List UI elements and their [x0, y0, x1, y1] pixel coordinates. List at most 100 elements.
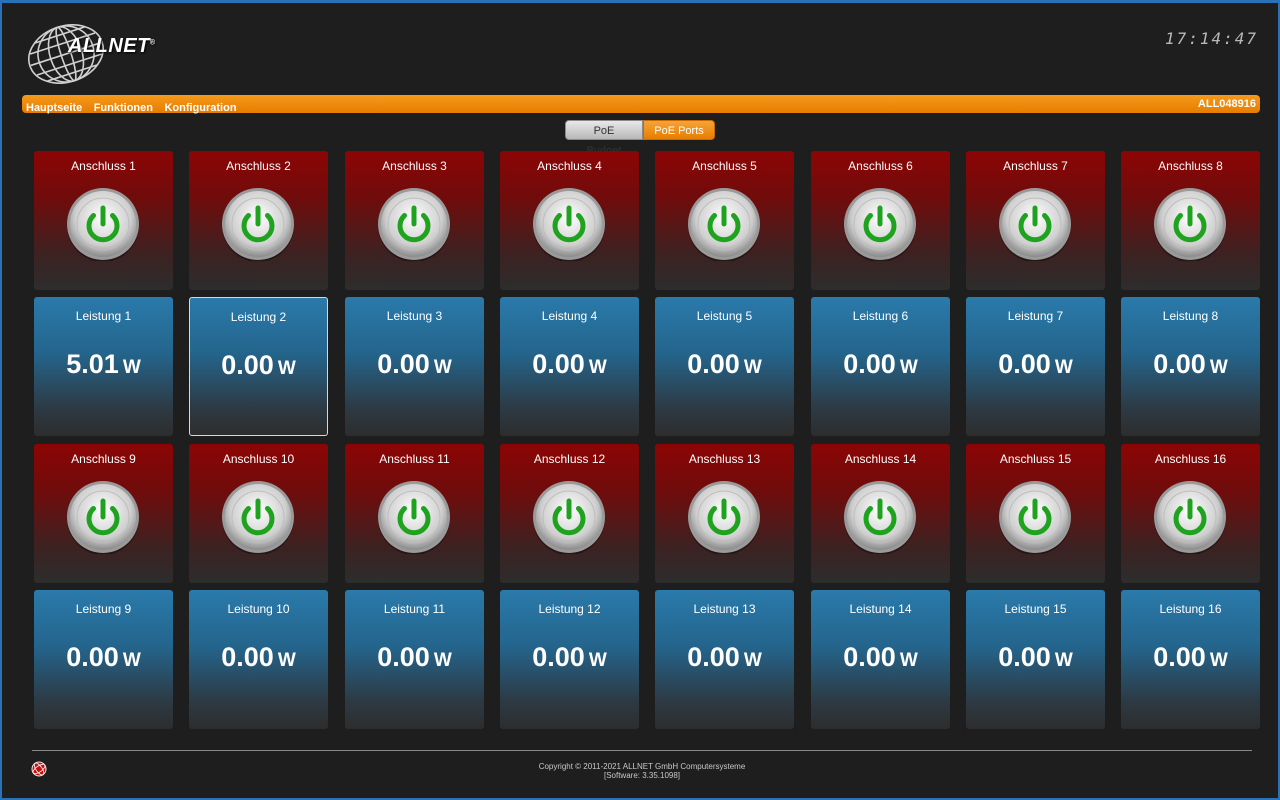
port-name: Anschluss 10 — [222, 452, 295, 466]
power-icon[interactable] — [221, 480, 295, 554]
port-name: Anschluss 5 — [692, 159, 757, 173]
power-label: Leistung 7 — [1007, 309, 1064, 323]
power-number: 0.00 — [843, 642, 896, 672]
power-number: 0.00 — [377, 642, 430, 672]
power-unit: W — [122, 357, 141, 378]
power-tile-1: Leistung 1 5.01 W — [34, 297, 173, 436]
power-icon[interactable] — [532, 187, 606, 261]
port-name: Anschluss 13 — [688, 452, 761, 466]
power-number: 0.00 — [221, 350, 274, 380]
power-tile-10: Leistung 10 0.00 W — [189, 590, 328, 729]
power-label: Leistung 14 — [849, 602, 912, 616]
footer-info: Copyright © 2011-2021 ALLNET GmbH Comput… — [2, 762, 1280, 780]
power-icon[interactable] — [998, 480, 1072, 554]
port-tile-7[interactable]: Anschluss 7 — [966, 151, 1105, 290]
port-name: Anschluss 16 — [1154, 452, 1227, 466]
power-value: 0.00 W — [655, 642, 794, 673]
power-unit: W — [899, 357, 918, 378]
nav-item-hauptseite[interactable]: Hauptseite — [26, 102, 83, 114]
power-unit: W — [899, 650, 918, 671]
port-tile-14[interactable]: Anschluss 14 — [811, 444, 950, 583]
port-name: Anschluss 8 — [1158, 159, 1223, 173]
power-unit: W — [277, 650, 296, 671]
tab-poe-budget[interactable]: PoE Budget — [565, 120, 643, 157]
power-label: Leistung 5 — [696, 309, 753, 323]
power-label: Leistung 4 — [541, 309, 598, 323]
port-tile-13[interactable]: Anschluss 13 — [655, 444, 794, 583]
port-tile-8[interactable]: Anschluss 8 — [1121, 151, 1260, 290]
view-tabs: PoE Budget PoE Ports — [565, 120, 715, 157]
software-version: [Software: 3.35.1098] — [603, 771, 681, 780]
port-name: Anschluss 2 — [226, 159, 291, 173]
power-tile-13: Leistung 13 0.00 W — [655, 590, 794, 729]
port-tile-12[interactable]: Anschluss 12 — [500, 444, 639, 583]
power-value: 0.00 W — [1121, 349, 1260, 380]
copyright-text: Copyright © 2011-2021 ALLNET GmbH Comput… — [538, 762, 746, 771]
port-name: Anschluss 15 — [999, 452, 1072, 466]
port-tile-16[interactable]: Anschluss 16 — [1121, 444, 1260, 583]
power-icon[interactable] — [687, 187, 761, 261]
power-tile-14: Leistung 14 0.00 W — [811, 590, 950, 729]
power-icon[interactable] — [377, 187, 451, 261]
power-icon[interactable] — [843, 480, 917, 554]
tab-poe-ports[interactable]: PoE Ports — [643, 120, 715, 140]
power-icon[interactable] — [221, 187, 295, 261]
port-name: Anschluss 11 — [379, 452, 450, 466]
power-value: 0.00 W — [190, 350, 327, 381]
power-number: 0.00 — [66, 642, 119, 672]
power-unit: W — [433, 357, 452, 378]
power-value: 0.00 W — [345, 349, 484, 380]
power-label: Leistung 10 — [227, 602, 290, 616]
power-icon[interactable] — [843, 187, 917, 261]
power-unit: W — [588, 357, 607, 378]
power-number: 0.00 — [1153, 642, 1206, 672]
power-value: 0.00 W — [811, 349, 950, 380]
power-number: 0.00 — [687, 642, 740, 672]
port-tile-10[interactable]: Anschluss 10 — [189, 444, 328, 583]
power-icon[interactable] — [687, 480, 761, 554]
power-icon[interactable] — [1153, 480, 1227, 554]
device-id: ALL048916 — [1197, 98, 1256, 110]
port-name: Anschluss 7 — [1003, 159, 1068, 173]
power-number: 0.00 — [221, 642, 274, 672]
power-icon[interactable] — [1153, 187, 1227, 261]
port-tile-11[interactable]: Anschluss 11 — [345, 444, 484, 583]
port-name: Anschluss 3 — [382, 159, 447, 173]
power-tile-11: Leistung 11 0.00 W — [345, 590, 484, 729]
port-tile-2[interactable]: Anschluss 2 — [189, 151, 328, 290]
port-name: Anschluss 9 — [71, 452, 136, 466]
port-tile-9[interactable]: Anschluss 9 — [34, 444, 173, 583]
power-number: 0.00 — [687, 349, 740, 379]
power-label: Leistung 1 — [75, 309, 132, 323]
power-label: Leistung 2 — [230, 310, 287, 324]
power-unit: W — [1054, 357, 1073, 378]
power-label: Leistung 12 — [538, 602, 601, 616]
footer-divider — [32, 750, 1252, 751]
port-tile-15[interactable]: Anschluss 15 — [966, 444, 1105, 583]
globe-icon — [28, 24, 104, 84]
port-name: Anschluss 6 — [848, 159, 913, 173]
power-value: 0.00 W — [34, 642, 173, 673]
power-icon[interactable] — [377, 480, 451, 554]
power-label: Leistung 16 — [1159, 602, 1222, 616]
nav-item-funktionen[interactable]: Funktionen — [93, 102, 153, 114]
port-tile-3[interactable]: Anschluss 3 — [345, 151, 484, 290]
power-tile-5: Leistung 5 0.00 W — [655, 297, 794, 436]
port-tile-5[interactable]: Anschluss 5 — [655, 151, 794, 290]
power-number: 0.00 — [532, 349, 585, 379]
port-tile-6[interactable]: Anschluss 6 — [811, 151, 950, 290]
power-icon[interactable] — [998, 187, 1072, 261]
power-value: 0.00 W — [345, 642, 484, 673]
port-tile-4[interactable]: Anschluss 4 — [500, 151, 639, 290]
power-tile-6: Leistung 6 0.00 W — [811, 297, 950, 436]
port-tile-1[interactable]: Anschluss 1 — [34, 151, 173, 290]
power-icon[interactable] — [66, 187, 140, 261]
power-number: 0.00 — [377, 349, 430, 379]
main-navbar: Hauptseite Funktionen Konfiguration ALL0… — [22, 95, 1260, 114]
nav-item-konfiguration[interactable]: Konfiguration — [164, 102, 237, 114]
power-unit: W — [1209, 650, 1228, 671]
power-icon[interactable] — [532, 480, 606, 554]
power-tile-9: Leistung 9 0.00 W — [34, 590, 173, 729]
power-icon[interactable] — [66, 480, 140, 554]
